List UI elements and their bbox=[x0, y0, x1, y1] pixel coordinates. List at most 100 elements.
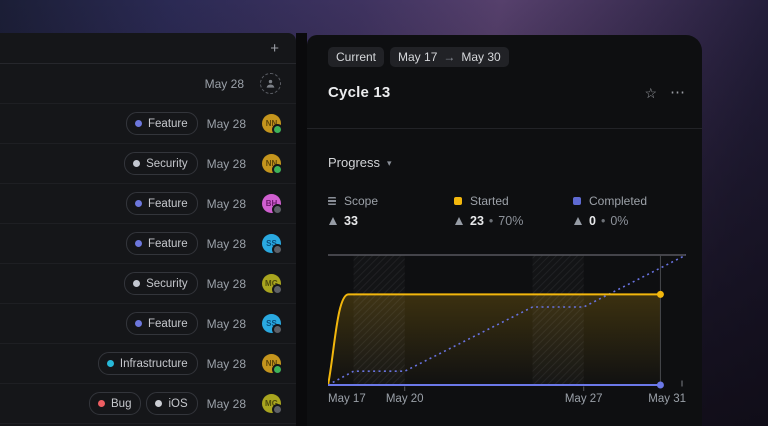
stat-value-line: 23 • 70% bbox=[455, 214, 523, 228]
label-pill[interactable]: Security bbox=[124, 272, 198, 295]
range-start: May 17 bbox=[398, 50, 438, 64]
unassigned-avatar-icon bbox=[260, 73, 281, 94]
more-options-icon[interactable]: ⋯ bbox=[670, 84, 686, 101]
stat-name: Started bbox=[470, 194, 509, 208]
label-dot-icon bbox=[98, 400, 105, 407]
label-pill[interactable]: Feature bbox=[126, 312, 198, 335]
estimate-icon bbox=[329, 217, 337, 225]
presence-offline-dot bbox=[272, 404, 283, 415]
presence-offline-dot bbox=[272, 204, 283, 215]
issue-row[interactable]: Security May 28 MG bbox=[0, 264, 296, 304]
cycle-panel: Current May 17 → May 30 Cycle 13 ☆ ⋯ Pro… bbox=[307, 35, 702, 426]
x-axis-label: May 27 bbox=[564, 393, 603, 405]
x-axis-labels: May 17 May 20 May 27 May 31 bbox=[328, 393, 686, 407]
x-axis-label: May 31 bbox=[648, 393, 686, 405]
range-end: May 30 bbox=[461, 50, 501, 64]
presence-offline-dot bbox=[272, 244, 283, 255]
issue-row[interactable]: Feature May 28 SS bbox=[0, 224, 296, 264]
stat-name: Completed bbox=[589, 194, 648, 208]
issue-row[interactable]: Security May 28 NN bbox=[0, 144, 296, 184]
stat-count: 0 bbox=[589, 214, 596, 228]
stat-completed: Completed 0 • 0% bbox=[573, 194, 647, 228]
label-pill[interactable]: Feature bbox=[126, 112, 198, 135]
issue-row[interactable]: May 28 bbox=[0, 64, 296, 104]
presence-offline-dot bbox=[272, 284, 283, 295]
label-text: Feature bbox=[148, 117, 188, 130]
header-divider bbox=[307, 128, 702, 129]
guideline-dotted bbox=[327, 254, 687, 386]
stat-percent: 70% bbox=[498, 214, 524, 228]
presence-offline-dot bbox=[272, 324, 283, 335]
due-date: May 28 bbox=[206, 276, 246, 291]
issue-row[interactable]: Infrastructure May 28 NN bbox=[0, 344, 296, 384]
label-text: Feature bbox=[148, 317, 188, 330]
started-end-dot bbox=[656, 290, 664, 298]
burnup-chart-svg bbox=[327, 254, 687, 391]
started-line bbox=[327, 293, 662, 386]
presence-online-dot bbox=[272, 164, 283, 175]
progress-dropdown[interactable]: Progress ▾ bbox=[328, 155, 392, 170]
cycle-title: Cycle 13 bbox=[328, 84, 391, 101]
issue-row[interactable]: Feature May 28 NN bbox=[0, 104, 296, 144]
favorite-star-icon[interactable]: ☆ bbox=[644, 84, 657, 101]
label-pill[interactable]: Feature bbox=[126, 192, 198, 215]
weekend-band bbox=[532, 255, 584, 385]
label-text: Bug bbox=[111, 397, 132, 410]
stat-separator: • bbox=[488, 214, 494, 228]
due-date: May 28 bbox=[206, 316, 246, 331]
current-cycle-badge[interactable]: Current bbox=[328, 47, 385, 67]
estimate-icon bbox=[574, 217, 582, 225]
due-date: May 28 bbox=[204, 76, 244, 91]
stat-header: Scope bbox=[328, 194, 378, 208]
issue-list: May 28 Feature May 28 NN Security May 28 NN Fea… bbox=[0, 64, 296, 424]
avatar: SS bbox=[262, 314, 283, 335]
issue-row[interactable]: Feature May 28 SS bbox=[0, 304, 296, 344]
label-pill[interactable]: Infrastructure bbox=[97, 352, 198, 375]
stat-count: 23 bbox=[470, 214, 484, 228]
issue-row[interactable]: Bug iOS May 28 MG bbox=[0, 384, 296, 424]
issue-row[interactable]: Feature May 28 BH bbox=[0, 184, 296, 224]
label-pill[interactable]: iOS bbox=[146, 392, 198, 415]
label-dot-icon bbox=[133, 280, 141, 287]
label-text: Feature bbox=[148, 237, 188, 250]
label-pill[interactable]: Feature bbox=[126, 232, 198, 255]
presence-online-dot bbox=[272, 364, 283, 375]
panel-gap bbox=[296, 33, 307, 426]
stat-header: Started bbox=[454, 194, 523, 208]
label-dot-icon bbox=[135, 120, 142, 127]
presence-online-dot bbox=[272, 124, 283, 135]
label-text: Feature bbox=[148, 197, 188, 210]
x-axis-label: May 17 bbox=[328, 393, 366, 405]
cycle-header: Cycle 13 ☆ ⋯ bbox=[328, 84, 686, 101]
cycle-badges: Current May 17 → May 30 bbox=[328, 47, 509, 67]
label-pill[interactable]: Security bbox=[124, 152, 198, 175]
completed-swatch-icon bbox=[573, 197, 581, 205]
label-dot-icon bbox=[106, 360, 114, 367]
weekend-band bbox=[353, 255, 405, 385]
due-date: May 28 bbox=[206, 236, 246, 251]
due-date: May 28 bbox=[206, 156, 246, 171]
cycle-date-range-badge[interactable]: May 17 → May 30 bbox=[390, 47, 509, 67]
label-text: iOS bbox=[168, 397, 188, 410]
avatar: NN bbox=[262, 154, 283, 175]
label-text: Security bbox=[146, 277, 188, 290]
label-dot-icon bbox=[135, 320, 142, 327]
issues-list-panel: + May 28 Feature May 28 NN Security May 28 NN F… bbox=[0, 33, 296, 426]
burnup-chart bbox=[327, 250, 687, 395]
stat-value-line: 0 • 0% bbox=[574, 214, 647, 228]
stat-scope: Scope 33 bbox=[328, 194, 378, 228]
due-date: May 28 bbox=[206, 116, 246, 131]
avatar: BH bbox=[262, 194, 283, 215]
list-toolbar: + bbox=[0, 33, 296, 64]
estimate-icon bbox=[455, 217, 463, 225]
stat-value-line: 33 bbox=[329, 214, 378, 228]
completed-end-dot bbox=[656, 381, 664, 389]
due-date: May 28 bbox=[206, 356, 246, 371]
label-pill[interactable]: Bug bbox=[89, 392, 142, 415]
progress-label: Progress bbox=[328, 155, 381, 170]
label-dot-icon bbox=[155, 400, 163, 407]
avatar: NN bbox=[262, 354, 283, 375]
avatar: MG bbox=[262, 274, 283, 295]
arrow-right-icon: → bbox=[443, 50, 456, 64]
add-issue-button[interactable]: + bbox=[270, 39, 279, 57]
